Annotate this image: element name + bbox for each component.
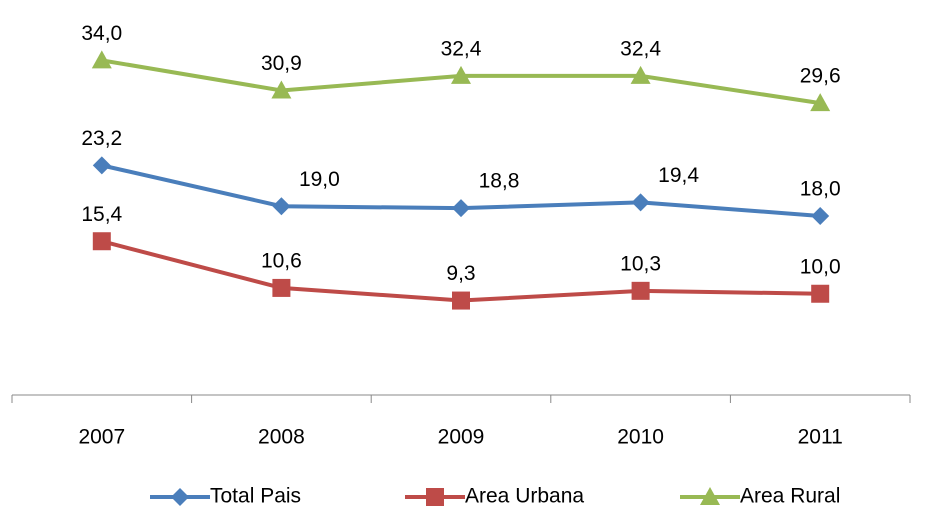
- data-label: 18,8: [479, 170, 520, 193]
- legend-label: Total Pais: [210, 485, 301, 508]
- data-label: 32,4: [441, 37, 482, 60]
- marker: [811, 206, 830, 225]
- x-tick-label: 2011: [798, 426, 843, 449]
- x-tick-label: 2010: [617, 426, 664, 449]
- marker: [811, 284, 830, 303]
- marker: [426, 488, 444, 506]
- data-label: 30,9: [261, 52, 302, 75]
- marker: [452, 291, 470, 310]
- marker: [631, 281, 650, 300]
- x-tick-label: 2009: [438, 426, 485, 449]
- data-label: 10,0: [800, 255, 841, 278]
- data-label: 19,0: [299, 168, 340, 191]
- marker: [630, 65, 651, 84]
- legend-label: Area Urbana: [465, 485, 584, 508]
- marker: [271, 80, 292, 99]
- data-label: 34,0: [81, 22, 122, 45]
- marker: [700, 487, 720, 505]
- marker: [91, 50, 112, 69]
- x-tick-label: 2008: [258, 426, 305, 449]
- marker: [451, 65, 471, 84]
- data-label: 9,3: [446, 262, 475, 285]
- marker: [171, 488, 189, 506]
- data-label: 32,4: [620, 37, 661, 60]
- data-label: 10,6: [261, 249, 302, 272]
- marker: [92, 232, 111, 251]
- data-label: 15,4: [81, 203, 122, 226]
- legend-label: Area Rural: [740, 485, 840, 508]
- marker: [452, 199, 470, 218]
- data-label: 10,3: [620, 252, 661, 275]
- data-label: 23,2: [81, 127, 122, 150]
- marker: [272, 197, 291, 216]
- x-tick-label: 2007: [78, 426, 125, 449]
- data-label: 29,6: [800, 65, 841, 88]
- data-label: 18,0: [800, 177, 841, 200]
- marker: [810, 93, 831, 112]
- marker: [631, 193, 650, 212]
- marker: [92, 156, 111, 175]
- data-label: 19,4: [658, 164, 699, 187]
- marker: [272, 278, 291, 297]
